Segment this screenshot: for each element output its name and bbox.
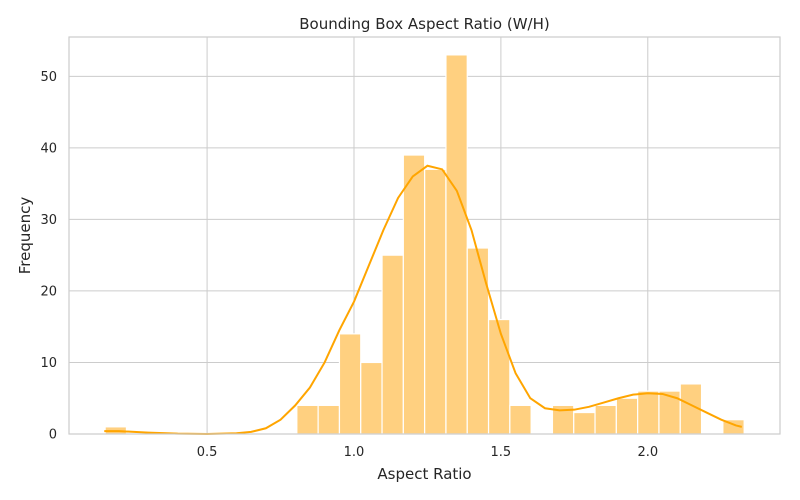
histogram-bar — [381, 254, 404, 435]
histogram-bar — [615, 397, 639, 435]
histogram-bar — [360, 361, 383, 435]
y-tick-label: 20 — [40, 284, 57, 299]
histogram-bar — [296, 404, 319, 435]
histogram-bar — [338, 333, 362, 435]
y-tick-labels: 0 10 20 30 40 50 — [40, 70, 57, 443]
y-tick-label: 0 — [49, 428, 57, 443]
x-tick-label: 2.0 — [637, 445, 658, 460]
histogram-bar — [445, 54, 468, 435]
x-tick-labels: 0.5 1.0 1.5 2.0 — [197, 445, 658, 460]
bars — [104, 54, 745, 435]
x-axis-label: Aspect Ratio — [377, 465, 471, 483]
x-tick-label: 1.0 — [344, 445, 365, 460]
histogram-bar — [573, 411, 596, 435]
histogram-bar — [402, 154, 426, 435]
y-tick-label: 40 — [40, 141, 57, 156]
y-tick-label: 50 — [40, 70, 57, 85]
plot-frame — [68, 36, 781, 435]
histogram-bar — [594, 404, 617, 435]
kde-line — [104, 164, 743, 436]
histogram-bar — [424, 168, 447, 435]
histogram-bar — [509, 404, 532, 435]
chart-title: Bounding Box Aspect Ratio (W/H) — [299, 15, 550, 33]
histogram-bar — [637, 390, 660, 435]
x-tick-label: 1.5 — [491, 445, 512, 460]
histogram-bar — [317, 404, 341, 435]
y-axis-label: Frequency — [16, 197, 34, 275]
x-tick-label: 0.5 — [197, 445, 218, 460]
y-tick-label: 30 — [40, 213, 57, 228]
histogram-bar — [466, 247, 490, 435]
histogram-bar — [487, 318, 511, 435]
y-tick-label: 10 — [40, 356, 57, 371]
